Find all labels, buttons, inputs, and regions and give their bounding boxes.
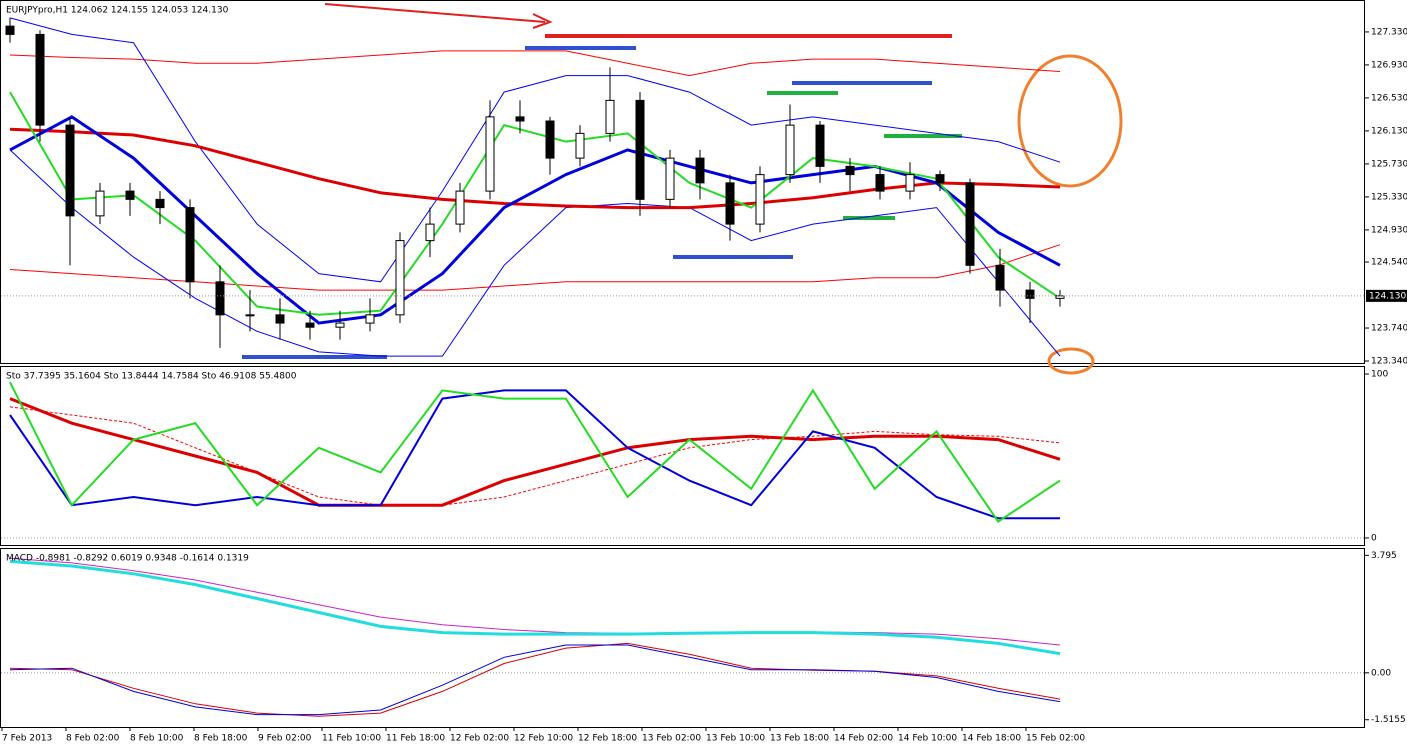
candle-body xyxy=(1025,289,1035,299)
current-price-box xyxy=(1366,289,1407,302)
indicator-line xyxy=(9,244,1061,291)
candle-body xyxy=(215,281,225,316)
panel-title: Sto 37.7395 35.1604 Sto 13.8444 14.7584 … xyxy=(6,372,297,382)
arrow-head xyxy=(532,13,553,29)
candle-body xyxy=(995,264,1005,291)
y-tick-label: 0 xyxy=(1371,533,1377,543)
candle-body xyxy=(845,165,855,176)
candle-body xyxy=(695,157,705,184)
x-tick-label: 8 Feb 18:00 xyxy=(194,734,248,744)
highlight-ellipse xyxy=(1017,54,1123,188)
y-tick-label: 0.00 xyxy=(1371,668,1391,678)
candle-body xyxy=(785,124,795,176)
highlight-ellipse xyxy=(1047,347,1095,375)
indicator-line xyxy=(9,149,1061,357)
candle-body xyxy=(155,198,165,209)
candle-body xyxy=(125,190,135,200)
y-tick-label: 3.795 xyxy=(1371,551,1397,561)
arrow xyxy=(324,3,546,23)
y-tick-label: 126.130 xyxy=(1371,126,1407,136)
indicator-line xyxy=(9,50,1061,77)
candle-body xyxy=(725,182,735,225)
y-tick-label: 123.340 xyxy=(1371,357,1407,367)
y-tick-label: 123.740 xyxy=(1371,324,1407,334)
candle-body xyxy=(635,99,645,200)
y-tick-label: -1.5155 xyxy=(1371,715,1406,725)
x-tick-label: 13 Feb 10:00 xyxy=(706,734,765,744)
y-tick-label: 100 xyxy=(1371,370,1388,380)
panel-title: EURJPYpro,H1 124.062 124.155 124.053 124… xyxy=(6,6,229,16)
candle-body xyxy=(65,124,75,217)
candle-body xyxy=(545,120,555,159)
candle-body xyxy=(485,116,495,192)
current-price-label: 124.130 xyxy=(1369,291,1406,301)
candle-body xyxy=(395,240,405,316)
x-tick-label: 8 Feb 10:00 xyxy=(130,734,184,744)
indicator-line xyxy=(9,91,1061,316)
y-tick-label: 126.530 xyxy=(1371,93,1407,103)
y-tick-label: 125.330 xyxy=(1371,192,1407,202)
indicator-line xyxy=(9,644,1061,716)
x-tick-label: 12 Feb 02:00 xyxy=(450,734,509,744)
candle-body xyxy=(965,182,975,266)
panel-title: MACD -0.8981 -0.8292 0.6019 0.9348 -0.16… xyxy=(6,554,249,564)
y-tick-label: 127.330 xyxy=(1371,27,1407,37)
candle-body xyxy=(305,322,315,328)
x-tick-label: 13 Feb 02:00 xyxy=(642,734,701,744)
candle-body xyxy=(245,314,255,317)
annotations xyxy=(242,3,1123,375)
stochastic-panel xyxy=(0,366,1365,546)
x-tick-label: 11 Feb 18:00 xyxy=(386,734,445,744)
y-tick-label: 124.540 xyxy=(1371,258,1407,268)
x-tick-label: 14 Feb 10:00 xyxy=(898,734,957,744)
candle-body xyxy=(515,116,525,122)
candle-body xyxy=(335,322,345,328)
indicator-line xyxy=(9,397,1061,507)
candle-body xyxy=(425,223,435,242)
x-tick-label: 15 Feb 02:00 xyxy=(1026,734,1085,744)
indicator-line xyxy=(9,557,1061,646)
candle-body xyxy=(815,124,825,167)
candle-body xyxy=(875,174,885,192)
y-tick-label: 124.930 xyxy=(1371,225,1407,235)
candle-body xyxy=(365,314,375,324)
candle-body xyxy=(95,190,105,217)
indicator-line xyxy=(9,381,1061,523)
candle-body xyxy=(755,174,765,225)
candle-body xyxy=(575,132,585,159)
x-tick-label: 7 Feb 2013 xyxy=(2,734,52,744)
x-tick-label: 13 Feb 18:00 xyxy=(770,734,829,744)
x-tick-label: 12 Feb 10:00 xyxy=(514,734,573,744)
candle-body xyxy=(275,314,285,324)
candle-body xyxy=(455,190,465,225)
indicator-line xyxy=(9,17,1061,283)
x-tick-label: 11 Feb 10:00 xyxy=(322,734,381,744)
indicator-line xyxy=(9,389,1060,520)
candle-body xyxy=(605,99,615,134)
main-panel xyxy=(0,0,1365,364)
candle-body xyxy=(35,33,45,126)
indicator-line xyxy=(9,406,1061,506)
x-tick-label: 8 Feb 02:00 xyxy=(66,734,120,744)
candle-body xyxy=(935,174,945,184)
macd-panel xyxy=(0,548,1365,728)
indicator-line xyxy=(9,559,1061,656)
candle-body xyxy=(185,207,195,283)
candle-body xyxy=(905,174,915,192)
x-tick-label: 9 Feb 02:00 xyxy=(258,734,312,744)
indicator-line xyxy=(9,127,1061,210)
x-tick-label: 14 Feb 18:00 xyxy=(962,734,1021,744)
x-tick-label: 14 Feb 02:00 xyxy=(834,734,893,744)
candle-body xyxy=(665,157,675,200)
y-tick-label: 126.930 xyxy=(1371,60,1407,70)
y-tick-label: 125.730 xyxy=(1371,159,1407,169)
candle-body xyxy=(5,25,15,35)
x-tick-label: 12 Feb 18:00 xyxy=(578,734,637,744)
